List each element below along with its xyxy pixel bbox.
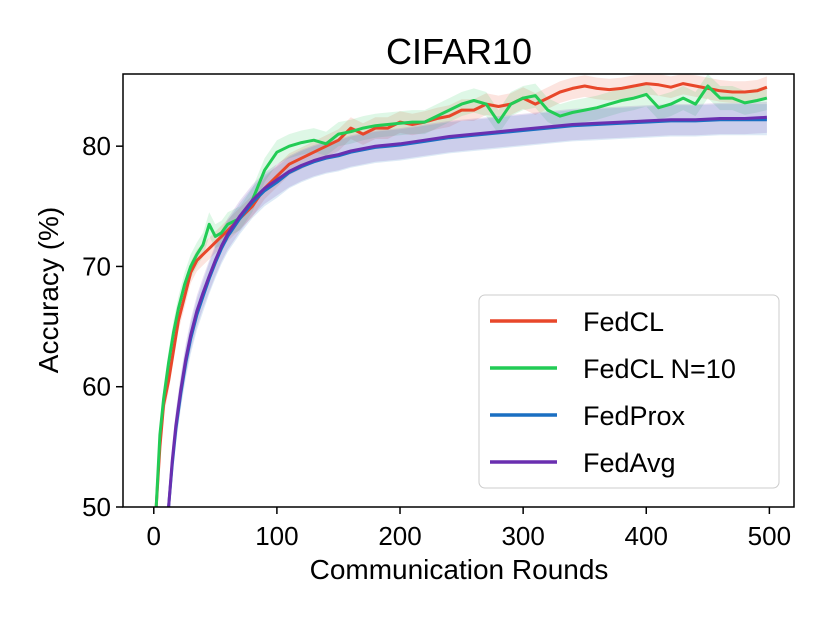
legend-label-fedcl-n-10: FedCL N=10: [583, 354, 736, 384]
legend-box: [478, 294, 780, 489]
x-tick-label: 0: [147, 521, 161, 551]
y-tick-label: 50: [82, 492, 111, 522]
x-tick-label: 400: [625, 521, 668, 551]
line-fedcl-n-10: [154, 84, 768, 508]
x-axis-label: Communication Rounds: [310, 554, 609, 585]
legend: FedCL FedCL N=10 FedProx FedAvg: [478, 294, 780, 489]
x-tick-label: 300: [501, 521, 544, 551]
line-fedavg: [167, 115, 767, 508]
y-tick-label: 80: [82, 131, 111, 161]
x-tick-label: 100: [255, 521, 298, 551]
x-tick-label: 500: [748, 521, 791, 551]
legend-label-fedavg: FedAvg: [583, 448, 676, 478]
y-axis-label: Accuracy (%): [33, 207, 64, 373]
y-axis-ticks: 50 60 70 80: [82, 131, 123, 522]
x-axis-ticks: 0 100 200 300 400 500: [147, 507, 791, 551]
legend-label-fedcl: FedCL: [583, 307, 664, 337]
y-tick-label: 60: [82, 372, 111, 402]
series-lines: [154, 82, 768, 508]
plot-frame: [122, 73, 795, 508]
x-tick-label: 200: [378, 521, 421, 551]
chart-title: CIFAR10: [386, 31, 532, 72]
y-tick-label: 70: [82, 251, 111, 281]
legend-label-fedprox: FedProx: [583, 401, 686, 431]
